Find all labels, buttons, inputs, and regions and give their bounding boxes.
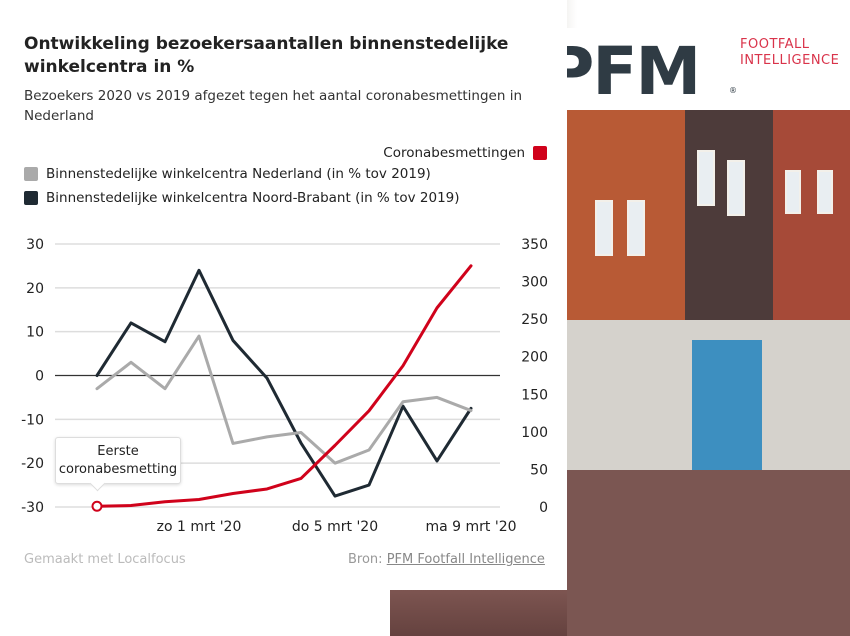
pfm-logo-mark: PFM ® xyxy=(546,33,737,110)
x-axis-tick-label: ma 9 mrt '20 xyxy=(425,519,516,535)
right-axis-tick-label: 150 xyxy=(521,387,548,403)
left-axis-tick-label: -10 xyxy=(21,412,44,428)
right-axis-tick-label: 250 xyxy=(521,312,548,328)
left-axis-tick-label: 0 xyxy=(35,369,44,385)
left-axis-tick-label: -30 xyxy=(21,500,44,516)
pfm-logo: PFM ® xyxy=(546,33,741,110)
right-axis-tick-label: 200 xyxy=(521,350,548,366)
legend-label: Binnenstedelijke winkelcentra Nederland … xyxy=(46,166,431,182)
legend-item-coronabesmettingen[interactable]: Coronabesmettingen xyxy=(383,145,547,161)
left-axis-tick-label: 20 xyxy=(26,281,44,297)
source: Bron: PFM Footfall Intelligence xyxy=(348,552,545,567)
x-axis-tick-label: do 5 mrt '20 xyxy=(292,519,378,535)
legend-swatch-dark xyxy=(24,191,38,205)
background-photo-bottom xyxy=(390,590,567,636)
line-chart: 3020100-10-20-30350300250200150100500zo … xyxy=(21,237,548,535)
logo-tagline-line1: FOOTFALL xyxy=(740,37,810,52)
right-axis-tick-label: 350 xyxy=(521,237,548,253)
source-label: Bron: xyxy=(348,552,383,567)
annotation-eerste-coronabesmetting: Eerste coronabesmetting xyxy=(55,437,181,484)
first-case-marker xyxy=(91,500,103,512)
left-axis-tick-label: 30 xyxy=(26,237,44,253)
svg-text:®: ® xyxy=(729,86,737,95)
chart-subtitle: Bezoekers 2020 vs 2019 afgezet tegen het… xyxy=(24,88,523,124)
right-axis-tick-label: 0 xyxy=(539,500,548,516)
left-axis-tick-label: 10 xyxy=(26,325,44,341)
chart-title: Ontwikkeling bezoekersaantallen binnenst… xyxy=(24,34,509,77)
right-axis-tick-label: 300 xyxy=(521,275,548,291)
logo-tagline: FOOTFALL INTELLIGENCE xyxy=(740,37,839,69)
legend-swatch-red xyxy=(533,146,547,160)
right-axis-tick-label: 50 xyxy=(530,462,548,478)
legend-label: Binnenstedelijke winkelcentra Noord-Brab… xyxy=(46,190,460,206)
chart-panel: Ontwikkeling bezoekersaantallen binnenst… xyxy=(0,0,567,590)
logo-tagline-line2: INTELLIGENCE xyxy=(740,53,840,68)
svg-text:PFM: PFM xyxy=(546,38,699,100)
legend-label: Coronabesmettingen xyxy=(383,145,525,161)
left-axis-tick-label: -20 xyxy=(21,456,44,472)
legend-item-nederland[interactable]: Binnenstedelijke winkelcentra Nederland … xyxy=(24,166,431,182)
source-link[interactable]: PFM Footfall Intelligence xyxy=(386,552,545,567)
street-photo xyxy=(567,110,850,636)
x-axis-tick-label: zo 1 mrt '20 xyxy=(157,519,242,535)
right-axis-tick-label: 100 xyxy=(521,425,548,441)
legend-swatch-gray xyxy=(24,167,38,181)
series-line-1 xyxy=(95,334,473,465)
series-line-0 xyxy=(95,264,473,508)
series-line-2 xyxy=(95,268,473,498)
made-with-localfocus[interactable]: Gemaakt met Localfocus xyxy=(24,552,186,567)
legend-item-noord-brabant[interactable]: Binnenstedelijke winkelcentra Noord-Brab… xyxy=(24,190,460,206)
